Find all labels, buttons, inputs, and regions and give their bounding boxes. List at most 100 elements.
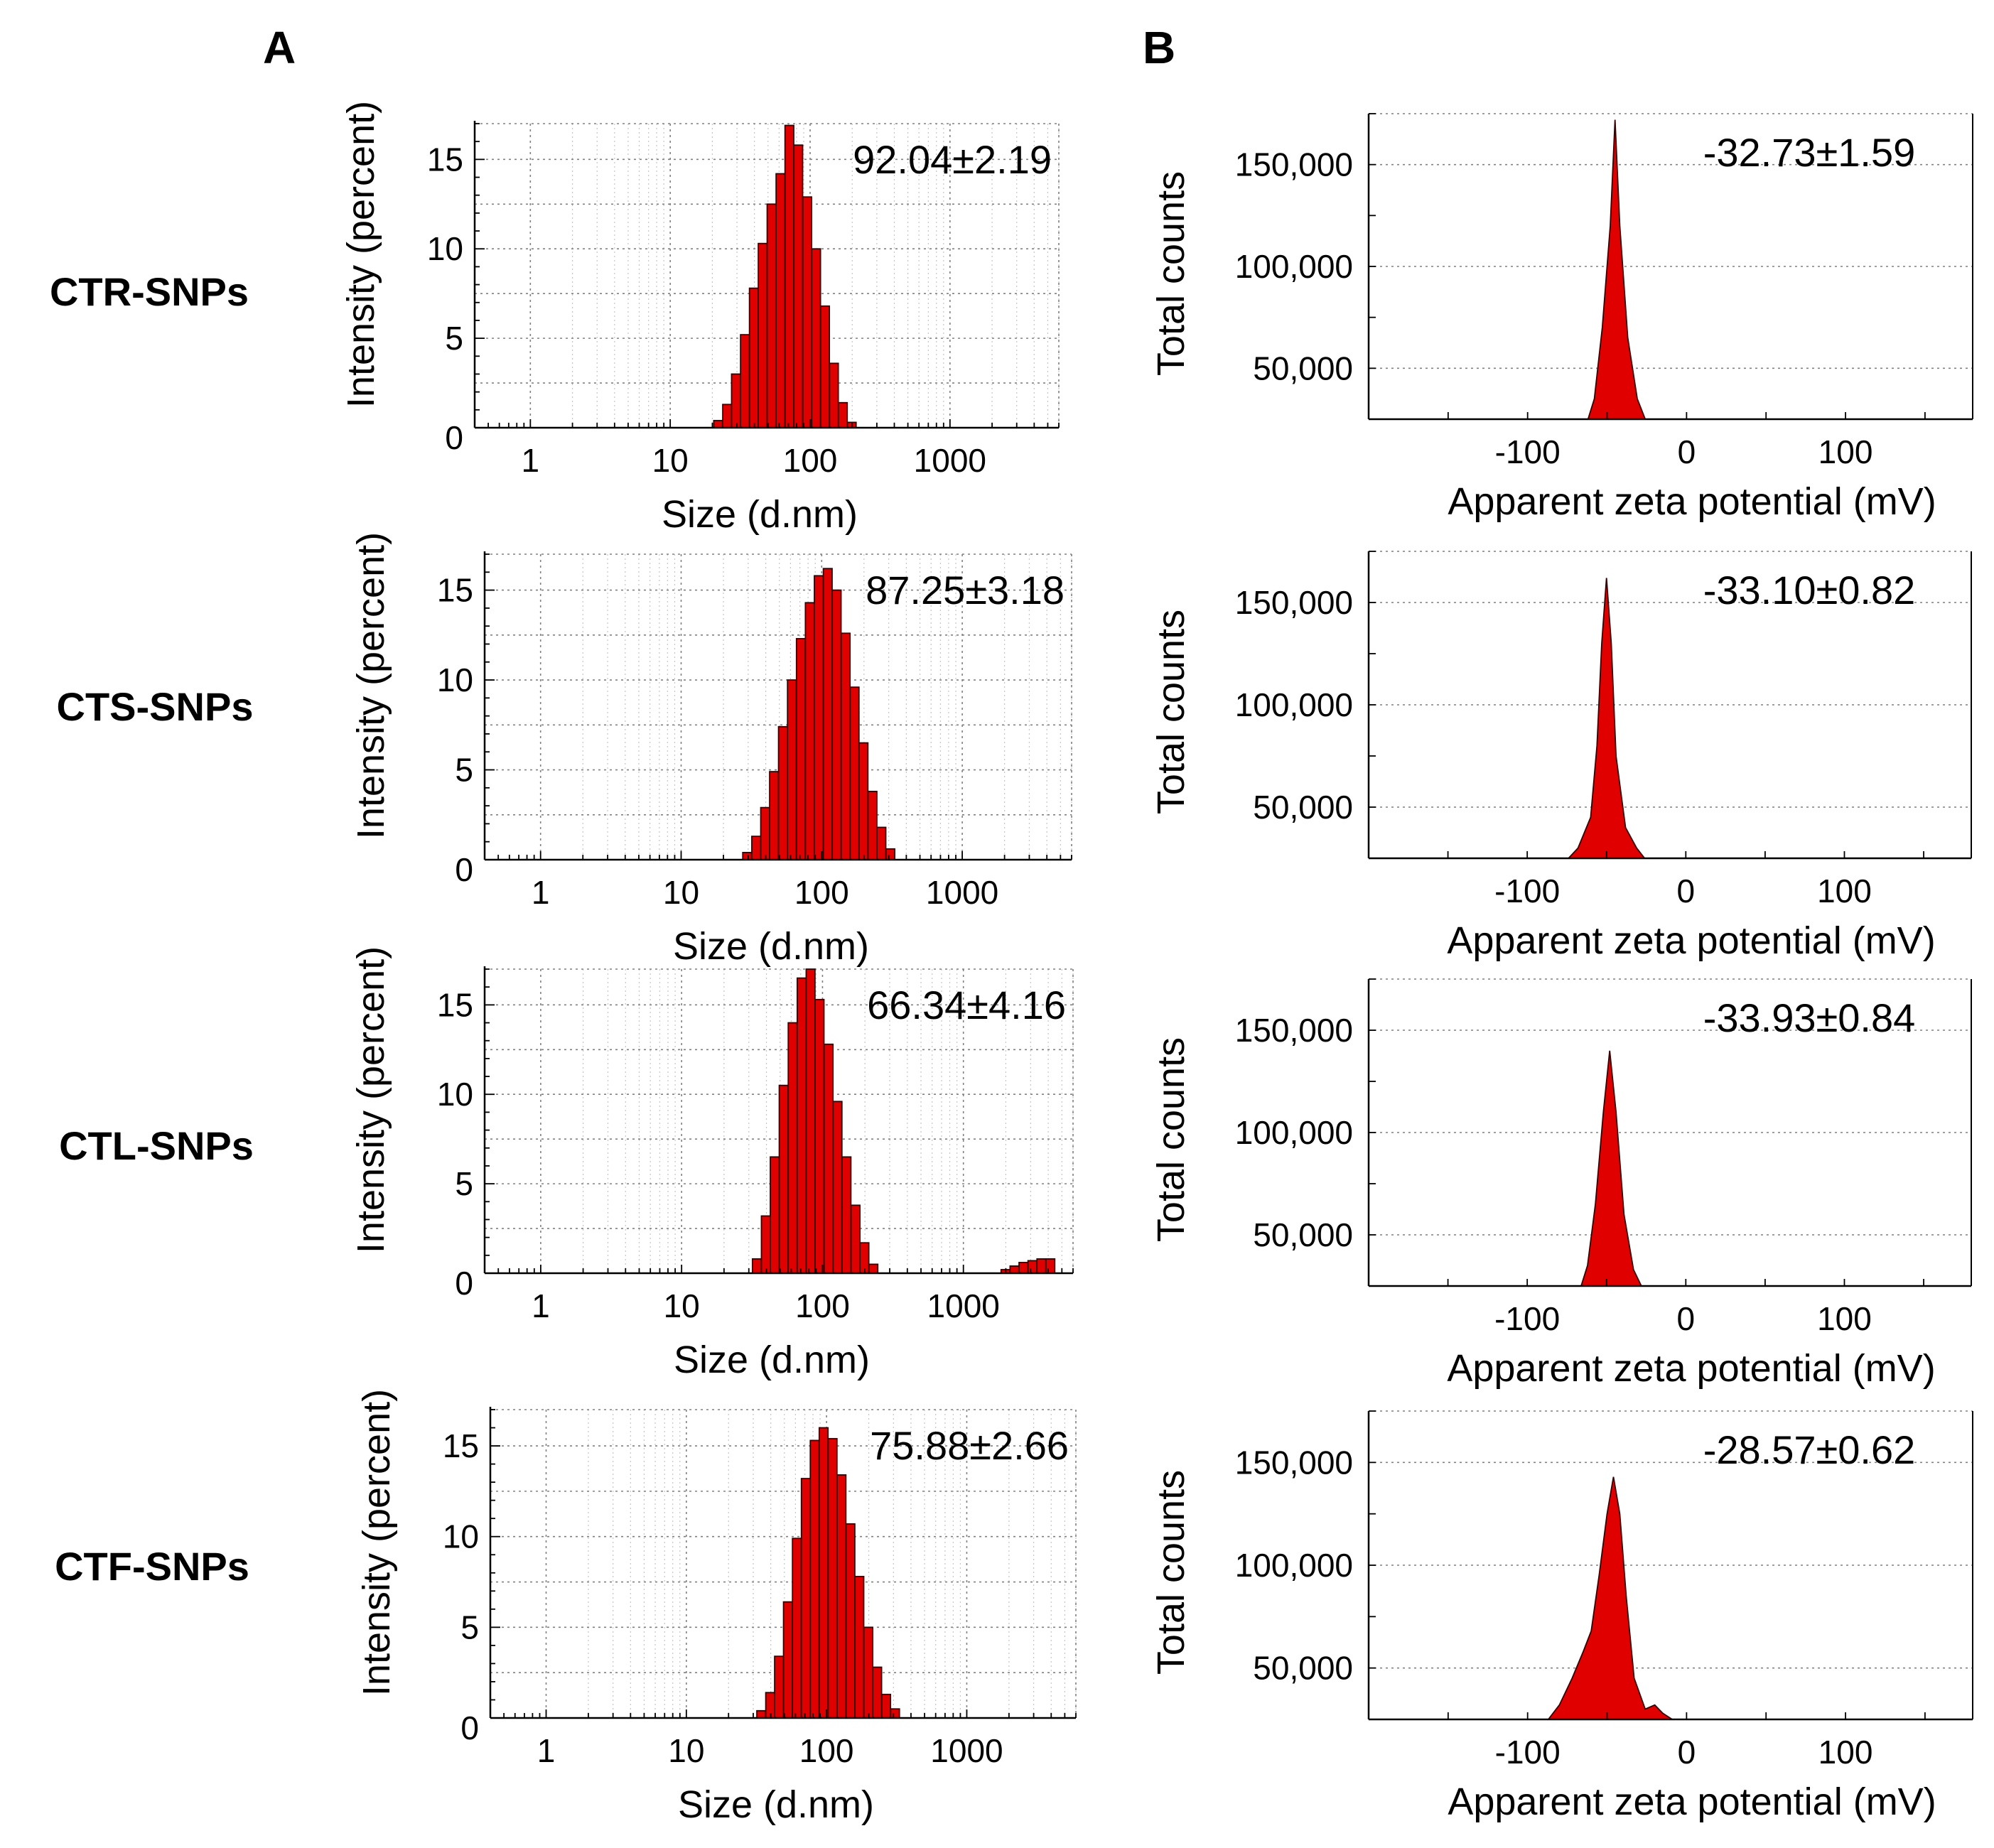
zeta-peak-area (1567, 578, 1647, 859)
histogram-bar (760, 806, 770, 860)
histogram-bar (804, 602, 815, 860)
zeta-peak-area (1546, 1476, 1675, 1720)
x-tick-label: 1000 (926, 874, 998, 911)
y-tick-label: 10 (427, 230, 463, 267)
histogram-bar (838, 401, 848, 428)
x-axis-label: Size (d.nm) (662, 493, 858, 536)
y-axis-label: Intensity (percent) (340, 101, 382, 408)
histogram-bar (823, 1043, 834, 1274)
y-tick-label: 10 (437, 661, 473, 698)
y-tick-label: 15 (427, 141, 463, 178)
histogram-bar (836, 1474, 847, 1719)
x-tick-label: 1 (532, 874, 550, 911)
y-tick-label: 0 (455, 1265, 473, 1302)
histogram-bar (1045, 1258, 1056, 1274)
y-tick-label: 50,000 (1253, 1216, 1353, 1253)
histogram-bar (740, 334, 750, 428)
histogram-bar (792, 1538, 802, 1719)
histogram-bar (805, 968, 816, 1274)
panel-b-label: B (1143, 22, 1176, 73)
histogram-bar (782, 1601, 793, 1719)
x-tick-label: 100 (783, 442, 838, 479)
y-axis-label: Total counts (1150, 171, 1192, 376)
annotation-value: 75.88±2.66 (870, 1423, 1069, 1468)
histogram-bar (849, 686, 860, 860)
x-tick-label: 0 (1678, 1734, 1696, 1771)
histogram-bar (1036, 1258, 1047, 1274)
histogram-bar (876, 826, 887, 860)
size-chart-3: 1 10 100 1000 0 5 10 15 75.88±2.66 Size (d.nm) Int… (355, 1389, 1077, 1826)
histogram-bar (800, 1478, 811, 1719)
histogram-bar (831, 589, 842, 860)
histogram-bar (722, 404, 733, 428)
y-tick-label: 5 (455, 752, 473, 789)
histogram-bar (818, 1427, 829, 1719)
histogram-bar (777, 725, 788, 860)
annotation-value: -28.57±0.62 (1703, 1427, 1916, 1472)
annotation-value: 92.04±2.19 (853, 137, 1052, 182)
y-tick-label: 15 (443, 1427, 479, 1464)
y-axis-label: Intensity (percent) (350, 946, 392, 1253)
x-tick-label: 10 (668, 1732, 704, 1769)
y-axis-label: Total counts (1150, 610, 1192, 814)
x-tick-label: -100 (1495, 433, 1561, 470)
histogram-bar (854, 1575, 865, 1719)
annotation-value: -33.10±0.82 (1703, 568, 1916, 612)
x-tick-label: 0 (1677, 1300, 1696, 1337)
y-tick-label: 100,000 (1235, 1547, 1353, 1584)
x-tick-label: 0 (1677, 872, 1696, 909)
histogram-bar (829, 362, 839, 428)
y-tick-label: 50,000 (1253, 350, 1353, 387)
zeta-peak-area (1580, 1050, 1643, 1287)
zeta-chart-2: -100 0 100 50,000 100,000 150,000 -33.93±0.84 A… (1150, 978, 1972, 1390)
histogram-bar (885, 848, 896, 860)
y-tick-label: 0 (455, 851, 473, 888)
x-tick-label: 100 (1817, 872, 1872, 909)
x-axis-label: Apparent zeta potential (mV) (1448, 480, 1936, 523)
histogram-bar (751, 1258, 762, 1274)
histogram-bar (867, 790, 878, 860)
y-tick-label: 50,000 (1253, 1650, 1353, 1687)
y-tick-label: 0 (460, 1709, 479, 1746)
histogram-bar (758, 242, 768, 428)
row-label-cts: CTS-SNPs (56, 684, 254, 729)
y-axis-label: Intensity (percent) (350, 532, 392, 839)
histogram-bar (756, 1709, 767, 1719)
histogram-bar (787, 1022, 798, 1274)
histogram-bar (748, 287, 759, 428)
x-axis-label: Size (d.nm) (674, 1339, 870, 1381)
x-tick-label: 100 (1817, 1300, 1872, 1337)
histogram-bar (769, 771, 780, 860)
histogram-bar (774, 1655, 785, 1719)
histogram-bar (787, 679, 797, 860)
histogram-bar (784, 124, 794, 428)
y-tick-label: 150,000 (1235, 1444, 1353, 1481)
y-axis-label: Total counts (1150, 1037, 1192, 1242)
histogram-bar (775, 173, 786, 428)
x-tick-label: 100 (1818, 1734, 1873, 1771)
histogram-bar (742, 851, 753, 860)
histogram-bar (868, 1263, 879, 1274)
y-tick-label: 5 (445, 320, 463, 357)
x-axis-label: Apparent zeta potential (mV) (1448, 1781, 1936, 1823)
x-tick-label: 1000 (914, 442, 986, 479)
row-label-ctl: CTL-SNPs (59, 1123, 254, 1168)
y-tick-label: 5 (460, 1609, 479, 1646)
x-tick-label: 1 (532, 1287, 550, 1324)
zeta-chart-1: -100 0 100 50,000 100,000 150,000 -33.10±0.82 A… (1150, 551, 1972, 962)
x-tick-label: -100 (1495, 1734, 1561, 1771)
size-chart-1: 1 10 100 1000 0 5 10 15 87.25±3.18 Size (d.nm) Int… (350, 532, 1072, 968)
histogram-bar (809, 1439, 820, 1719)
x-tick-label: 100 (799, 1732, 854, 1769)
x-tick-label: 100 (794, 874, 849, 911)
zeta-peak-area (1587, 119, 1647, 420)
annotation-value: -32.73±1.59 (1703, 130, 1916, 175)
zeta-chart-3: -100 0 100 50,000 100,000 150,000 -28.57±0.62 A… (1150, 1410, 1973, 1823)
x-tick-label: 100 (795, 1287, 850, 1324)
annotation-value: 66.34±4.16 (867, 983, 1066, 1027)
x-axis-label: Apparent zeta potential (mV) (1447, 1347, 1935, 1390)
histogram-bar (840, 632, 851, 860)
row-label-ctr: CTR-SNPs (49, 269, 249, 314)
